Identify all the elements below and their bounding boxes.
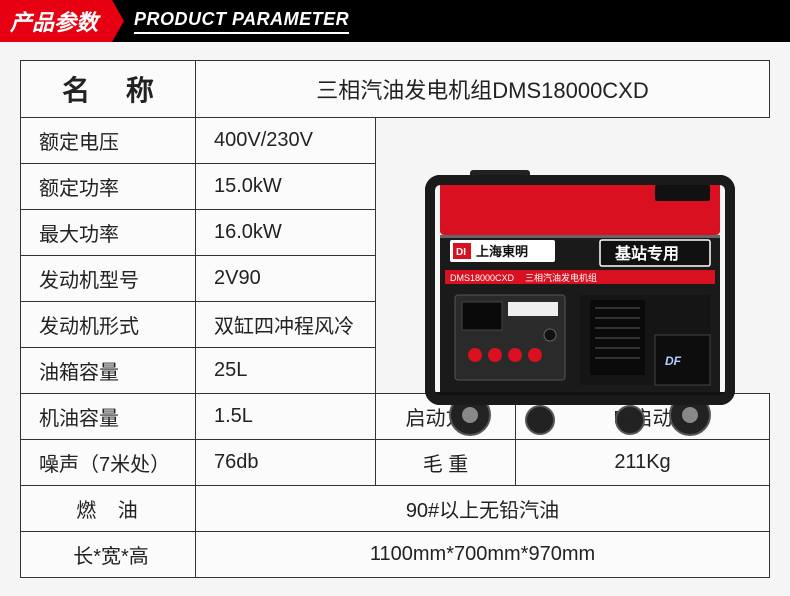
spec-label: 噪声（7米处） [21, 440, 196, 486]
svg-text:DI: DI [456, 247, 466, 258]
spec-value: 400V/230V [196, 118, 376, 164]
spec-label: 燃 油 [21, 486, 196, 532]
spec-value: 90#以上无铅汽油 [196, 486, 770, 532]
header-badge: 产品参数 [0, 0, 112, 42]
spec-value: 双缸四冲程风冷 [196, 302, 376, 348]
spec-value: 1.5L [196, 394, 376, 440]
spec-label: 发动机形式 [21, 302, 196, 348]
generator-image: D 上海東明 基站专用 DMS18000CXD 三相汽油发电机组 [410, 160, 750, 440]
spec-label: 发动机型号 [21, 256, 196, 302]
content-area: 名 称 三相汽油发电机组DMS18000CXD 额定电压 400V/230V 额… [0, 42, 790, 596]
svg-text:DF: DF [665, 354, 682, 368]
spec-value: 2V90 [196, 256, 376, 302]
svg-text:上海東明: 上海東明 [476, 244, 528, 259]
name-label: 名 称 [21, 61, 196, 118]
header-subtitle: PRODUCT PARAMETER [134, 9, 349, 34]
header: 产品参数 PRODUCT PARAMETER [0, 0, 790, 42]
spec-value: 25L [196, 348, 376, 394]
spec-label: 油箱容量 [21, 348, 196, 394]
spec-label: 毛 重 [376, 440, 516, 486]
spec-value: 16.0kW [196, 210, 376, 256]
svg-text:DMS18000CXD: DMS18000CXD [450, 273, 515, 283]
spec-value: 211Kg [516, 440, 770, 486]
spec-label: 机油容量 [21, 394, 196, 440]
spec-label: 额定功率 [21, 164, 196, 210]
name-value: 三相汽油发电机组DMS18000CXD [196, 61, 770, 118]
spec-value: 76db [196, 440, 376, 486]
spec-label: 最大功率 [21, 210, 196, 256]
svg-text:三相汽油发电机组: 三相汽油发电机组 [525, 272, 597, 283]
spec-label: 长*宽*高 [21, 532, 196, 578]
svg-text:基站专用: 基站专用 [614, 244, 679, 263]
spec-value: 1100mm*700mm*970mm [196, 532, 770, 578]
spec-value: 15.0kW [196, 164, 376, 210]
spec-label: 额定电压 [21, 118, 196, 164]
